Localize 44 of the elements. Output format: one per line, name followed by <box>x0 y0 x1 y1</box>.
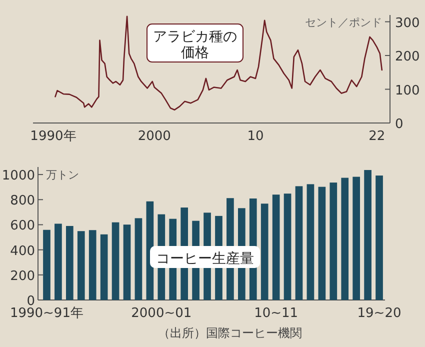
x-tick-label: 1990~91年 <box>10 306 84 321</box>
bar <box>100 234 108 300</box>
bar <box>352 176 360 300</box>
x-tick-label: 2000 <box>138 129 171 144</box>
x-tick-label: 1990年 <box>30 129 76 144</box>
y-tick-label: 300 <box>395 16 420 31</box>
bar <box>123 224 131 300</box>
line-series <box>54 16 383 110</box>
y-tick-label: 0 <box>395 117 404 132</box>
bar <box>272 194 280 300</box>
bar <box>134 218 142 300</box>
bar <box>330 182 338 300</box>
bar <box>318 186 326 300</box>
y-tick-label: 200 <box>395 50 420 64</box>
bar <box>364 170 372 300</box>
bar <box>260 204 268 300</box>
y-axis-title: 万トン <box>46 168 79 182</box>
y-tick-label: 800 <box>10 194 35 209</box>
bar <box>77 231 85 300</box>
y-tick-label: 200 <box>10 268 35 284</box>
bar <box>88 230 96 300</box>
series-label: アラビカ種の価格 <box>153 29 237 61</box>
bar <box>341 178 349 300</box>
y-axis-title: セント／ポンド <box>305 16 382 29</box>
bar <box>376 176 383 300</box>
y-tick-label: 100 <box>395 83 420 98</box>
series-label: コーヒー生産量 <box>156 251 254 267</box>
bar <box>112 222 120 300</box>
x-tick-label: 19~20 <box>357 306 402 321</box>
bar <box>306 184 314 300</box>
x-tick-label: 10 <box>247 129 264 144</box>
text: （出所）国際コーヒー機関 <box>158 326 302 340</box>
x-tick-label: 10~11 <box>254 306 298 321</box>
bar <box>284 194 292 300</box>
bar <box>43 230 50 300</box>
bar <box>54 224 62 300</box>
y-tick-label: 600 <box>10 218 35 234</box>
y-tick-label: 400 <box>10 244 35 259</box>
y-tick-label: 1000 <box>2 168 35 184</box>
y-tick-label: 0 <box>26 294 35 309</box>
bar <box>66 226 74 300</box>
x-tick-label: 22 <box>368 129 386 144</box>
bar <box>295 186 303 300</box>
x-tick-label: 2000~01 <box>131 306 192 321</box>
